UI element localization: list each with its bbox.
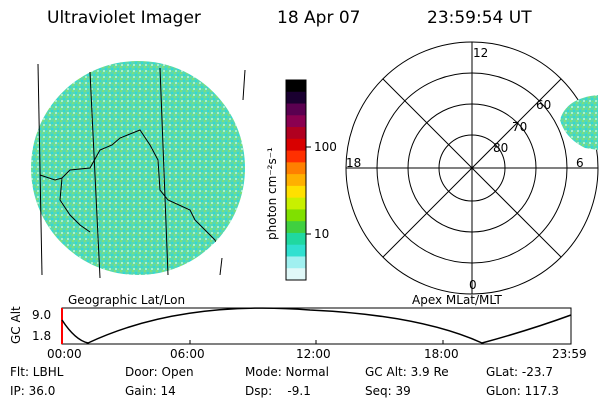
meridian-4 [242,69,246,101]
altitude-xtick-3: 18:00 [424,347,459,361]
colorbar-band [286,138,306,152]
altitude-ticks [189,340,444,344]
colorbar-band [286,103,306,116]
status-gain: Gain: 14 [125,384,176,398]
mlt-label-18: 18 [346,156,362,170]
colorbar-band [286,256,306,269]
colorbar-frame [285,79,307,281]
altitude-ytick-low: 1.8 [32,329,52,343]
status-dsp: Dsp: -9.1 [245,384,311,398]
polar-plot [345,41,599,295]
altitude-xtick-4: 23:59 [552,347,587,361]
colorbar-band [286,221,306,234]
altitude-xtick-2: 12:00 [296,347,331,361]
status-filter: Flt: LBHL [10,365,64,379]
date-label: 18 Apr 07 [277,8,361,28]
colorbar-band [286,209,306,222]
altitude-ytick-high: 9.0 [32,308,52,322]
coastline [61,129,221,256]
geographic-image [31,61,246,279]
status-door: Door: Open [125,365,194,379]
lat-label-60: 60 [536,98,552,112]
altitude-plot [61,307,572,345]
mlt-label-0: 0 [469,278,477,292]
instrument-title: Ultraviolet Imager [47,8,201,28]
lat-label-80: 80 [493,141,509,155]
lat-label-70: 70 [512,120,528,134]
colorbar-band [286,80,306,93]
colorbar-band [286,197,306,210]
colorbar-band [286,115,306,128]
colorbar-band [286,150,306,163]
apex-caption: Apex MLat/MLT [412,293,502,307]
mlt-label-12: 12 [473,46,489,60]
mlt-label-6: 6 [576,156,584,170]
status-glat: GLat: -23.7 [486,365,553,379]
status-mode: Mode: Normal [245,365,329,379]
status-seq: Seq: 39 [365,384,411,398]
colorbar-band [286,232,306,246]
altitude-ylabel: GC Alt [9,306,23,344]
polar-diag-2 [382,78,562,258]
colorbar-band [286,162,306,175]
time-label: 23:59:54 UT [427,8,532,28]
colorbar-label-10: 10 [314,227,330,241]
uv-image-disk [31,61,245,275]
altitude-curve [61,307,572,344]
meridian-2 [89,71,101,279]
colorbar-band [286,268,306,281]
altitude-xtick-0: 00:00 [47,347,82,361]
status-ip: IP: 36.0 [10,384,56,398]
colorbar-band [286,185,306,199]
colorbar-unit-label: photon cm⁻²s⁻¹ [265,147,279,240]
meridian-1 [37,63,43,276]
colorbar [286,80,306,281]
coastline-2 [39,174,91,233]
colorbar-band [286,91,306,105]
altitude-frame [61,307,572,345]
meridian-5 [219,257,223,276]
colorbar-band [286,174,306,187]
altitude-xtick-1: 06:00 [170,347,205,361]
status-gc-alt: GC Alt: 3.9 Re [365,365,449,379]
colorbar-band [286,127,306,140]
colorbar-label-100: 100 [314,140,337,154]
colorbar-band [286,244,306,257]
meridian-3 [159,67,169,276]
auroral-patch [560,95,598,150]
geographic-caption: Geographic Lat/Lon [68,293,186,307]
status-glon: GLon: 117.3 [486,384,559,398]
